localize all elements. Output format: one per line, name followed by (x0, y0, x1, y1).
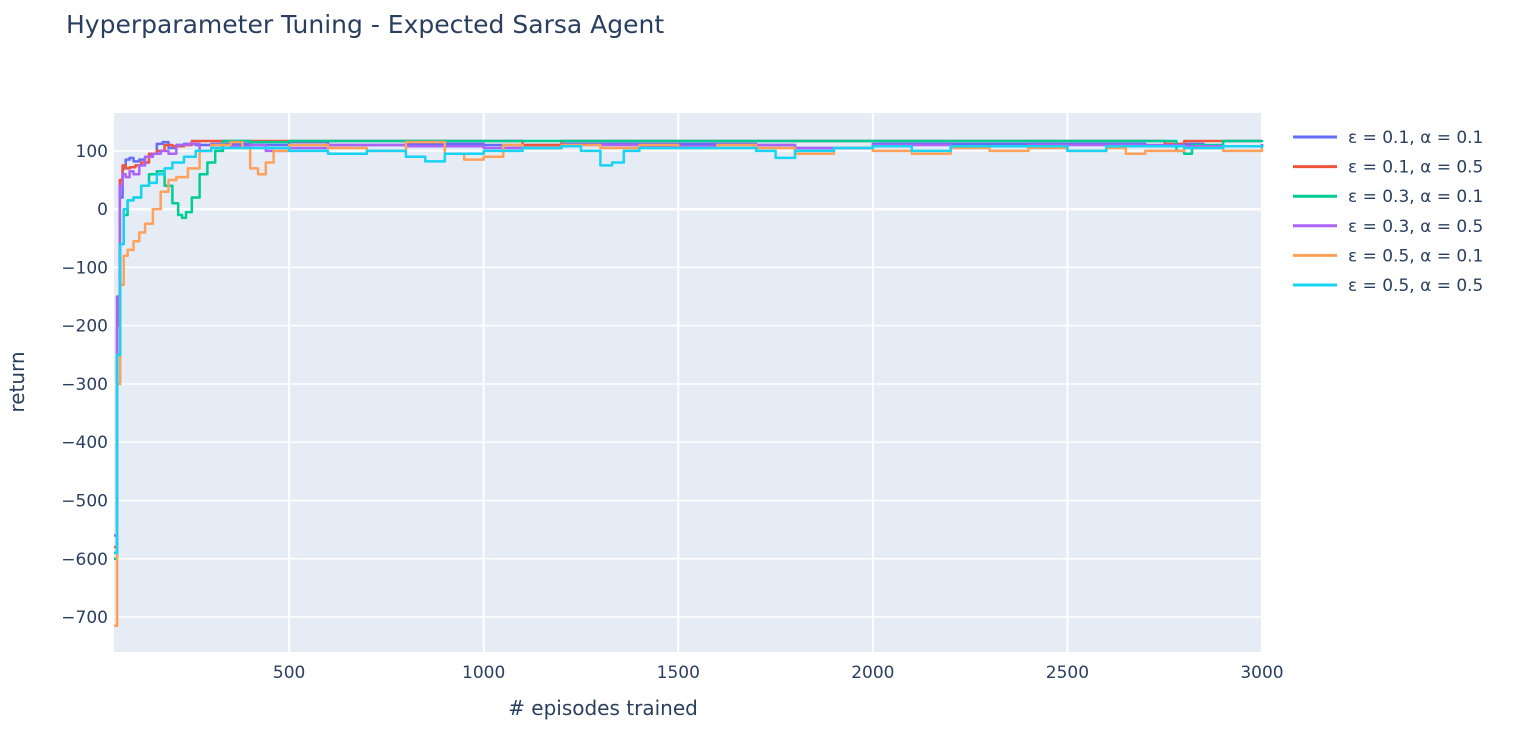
series-line-5 (114, 140, 1264, 628)
legend-item[interactable]: ε = 0.5, α = 0.1 (1293, 246, 1483, 266)
legend-item[interactable]: ε = 0.1, α = 0.1 (1293, 128, 1483, 148)
legend-item[interactable]: ε = 0.1, α = 0.5 (1293, 158, 1483, 178)
x-axis-ticks: 500 1000 1500 2000 2500 3000 (273, 663, 1284, 683)
x-tick-label: 500 (273, 663, 305, 683)
x-tick-label: 3000 (1240, 663, 1283, 683)
legend-item[interactable]: ε = 0.3, α = 0.5 (1293, 217, 1483, 237)
x-tick-label: 1500 (657, 663, 700, 683)
x-tick-label: 1000 (462, 663, 505, 683)
legend: ε = 0.1, α = 0.1 ε = 0.1, α = 0.5 ε = 0.3,… (1293, 128, 1483, 296)
legend-label: ε = 0.5, α = 0.1 (1348, 246, 1483, 266)
y-tick-label: −200 (61, 317, 108, 337)
legend-item[interactable]: ε = 0.5, α = 0.5 (1293, 276, 1483, 296)
y-tick-label: −100 (61, 258, 108, 278)
series-line-6 (114, 144, 1264, 555)
x-axis-title: # episodes trained (508, 696, 698, 720)
y-tick-label: −400 (61, 433, 108, 453)
y-tick-label: 100 (76, 142, 108, 162)
series-layer (114, 139, 1264, 628)
y-tick-label: 0 (97, 200, 108, 220)
y-tick-label: −500 (61, 491, 108, 511)
y-tick-label: −600 (61, 550, 108, 570)
legend-label: ε = 0.3, α = 0.5 (1348, 217, 1483, 237)
grid-lines (114, 113, 1263, 652)
legend-label: ε = 0.5, α = 0.5 (1348, 276, 1483, 296)
chart-title: Hyperparameter Tuning - Expected Sarsa A… (66, 10, 665, 39)
x-tick-label: 2000 (851, 663, 894, 683)
plot-area (114, 113, 1262, 652)
y-tick-label: −300 (61, 375, 108, 395)
legend-label: ε = 0.1, α = 0.1 (1348, 128, 1483, 148)
legend-label: ε = 0.3, α = 0.1 (1348, 187, 1483, 207)
x-tick-label: 2500 (1046, 663, 1089, 683)
y-tick-label: −700 (61, 608, 108, 628)
y-axis-ticks: 100 0 −100 −200 −300 −400 −500 −600 −700 (61, 142, 108, 628)
y-axis-title: return (5, 351, 29, 412)
legend-item[interactable]: ε = 0.3, α = 0.1 (1293, 187, 1483, 207)
legend-label: ε = 0.1, α = 0.5 (1348, 158, 1483, 178)
